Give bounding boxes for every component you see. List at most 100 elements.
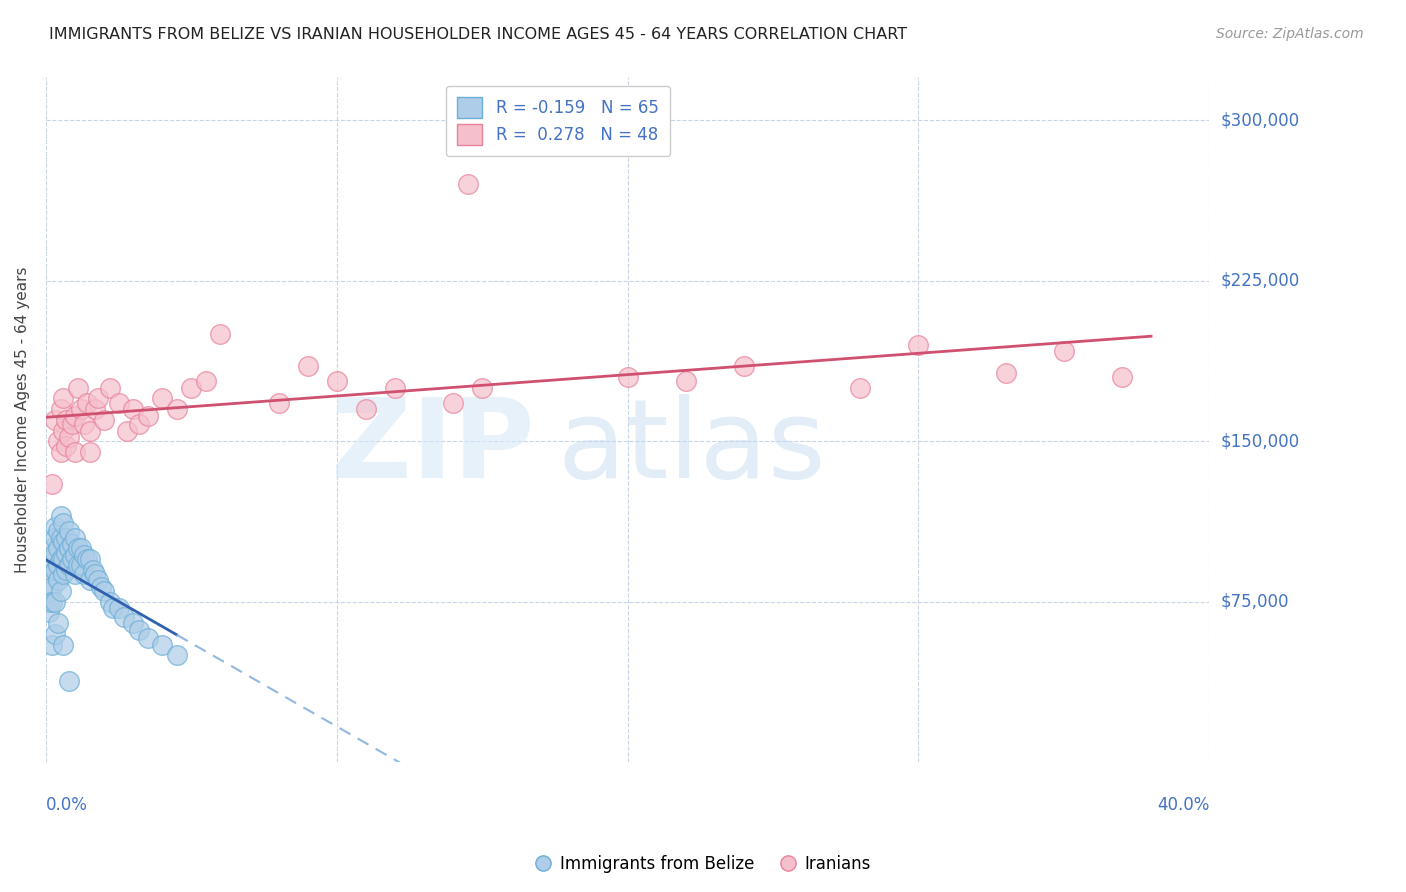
Point xyxy=(60,417,83,431)
Point xyxy=(38,595,60,609)
Point xyxy=(166,648,188,663)
Point xyxy=(58,524,80,538)
Point xyxy=(66,558,89,573)
Point xyxy=(66,381,89,395)
Point xyxy=(166,402,188,417)
Point xyxy=(79,552,101,566)
Text: ZIP: ZIP xyxy=(332,393,534,500)
Point xyxy=(38,606,60,620)
Point xyxy=(90,580,112,594)
Point xyxy=(52,534,75,549)
Point xyxy=(58,430,80,444)
Text: atlas: atlas xyxy=(558,393,827,500)
Point xyxy=(297,359,319,374)
Point xyxy=(63,409,86,423)
Point xyxy=(471,381,494,395)
Point xyxy=(441,395,464,409)
Text: 40.0%: 40.0% xyxy=(1157,797,1209,814)
Point xyxy=(326,374,349,388)
Point xyxy=(38,563,60,577)
Point xyxy=(41,595,63,609)
Point xyxy=(73,566,96,581)
Point xyxy=(46,524,69,538)
Point xyxy=(46,434,69,449)
Point xyxy=(44,413,66,427)
Point xyxy=(49,531,72,545)
Text: $75,000: $75,000 xyxy=(1220,592,1289,611)
Point xyxy=(150,392,173,406)
Point xyxy=(79,574,101,588)
Point xyxy=(84,566,107,581)
Point xyxy=(150,638,173,652)
Point xyxy=(354,402,377,417)
Point xyxy=(98,381,121,395)
Point xyxy=(44,520,66,534)
Point xyxy=(122,402,145,417)
Text: $225,000: $225,000 xyxy=(1220,272,1299,290)
Point xyxy=(49,402,72,417)
Point xyxy=(55,545,77,559)
Point xyxy=(41,541,63,556)
Point xyxy=(87,392,110,406)
Point xyxy=(55,531,77,545)
Point xyxy=(52,516,75,530)
Point xyxy=(180,381,202,395)
Point xyxy=(58,673,80,688)
Point xyxy=(44,627,66,641)
Point xyxy=(384,381,406,395)
Point xyxy=(79,424,101,438)
Point xyxy=(46,616,69,631)
Point xyxy=(60,552,83,566)
Point xyxy=(107,601,129,615)
Point xyxy=(41,566,63,581)
Point xyxy=(128,623,150,637)
Point xyxy=(457,178,479,192)
Point xyxy=(70,558,93,573)
Point xyxy=(63,531,86,545)
Point xyxy=(70,541,93,556)
Point xyxy=(907,338,929,352)
Point xyxy=(101,601,124,615)
Point xyxy=(616,370,638,384)
Point xyxy=(98,595,121,609)
Point xyxy=(46,574,69,588)
Point xyxy=(84,402,107,417)
Point xyxy=(93,584,115,599)
Point xyxy=(73,417,96,431)
Point xyxy=(49,552,72,566)
Point xyxy=(55,413,77,427)
Point xyxy=(52,552,75,566)
Point xyxy=(209,327,232,342)
Point xyxy=(49,445,72,459)
Legend: R = -0.159   N = 65, R =  0.278   N = 48: R = -0.159 N = 65, R = 0.278 N = 48 xyxy=(446,86,671,156)
Point xyxy=(1053,344,1076,359)
Point xyxy=(128,417,150,431)
Point xyxy=(41,638,63,652)
Point xyxy=(38,584,60,599)
Point xyxy=(41,552,63,566)
Point xyxy=(675,374,697,388)
Point xyxy=(55,563,77,577)
Point xyxy=(70,402,93,417)
Point xyxy=(93,413,115,427)
Point xyxy=(79,445,101,459)
Point xyxy=(52,424,75,438)
Point xyxy=(41,477,63,491)
Point xyxy=(46,558,69,573)
Point xyxy=(267,395,290,409)
Point xyxy=(41,580,63,594)
Point xyxy=(136,409,159,423)
Point xyxy=(52,566,75,581)
Point xyxy=(44,531,66,545)
Point xyxy=(117,424,139,438)
Text: Source: ZipAtlas.com: Source: ZipAtlas.com xyxy=(1216,27,1364,41)
Text: IMMIGRANTS FROM BELIZE VS IRANIAN HOUSEHOLDER INCOME AGES 45 - 64 YEARS CORRELAT: IMMIGRANTS FROM BELIZE VS IRANIAN HOUSEH… xyxy=(49,27,907,42)
Point xyxy=(44,545,66,559)
Point xyxy=(136,631,159,645)
Point xyxy=(82,563,104,577)
Point xyxy=(58,558,80,573)
Point xyxy=(1111,370,1133,384)
Point xyxy=(44,595,66,609)
Point xyxy=(107,395,129,409)
Point xyxy=(52,392,75,406)
